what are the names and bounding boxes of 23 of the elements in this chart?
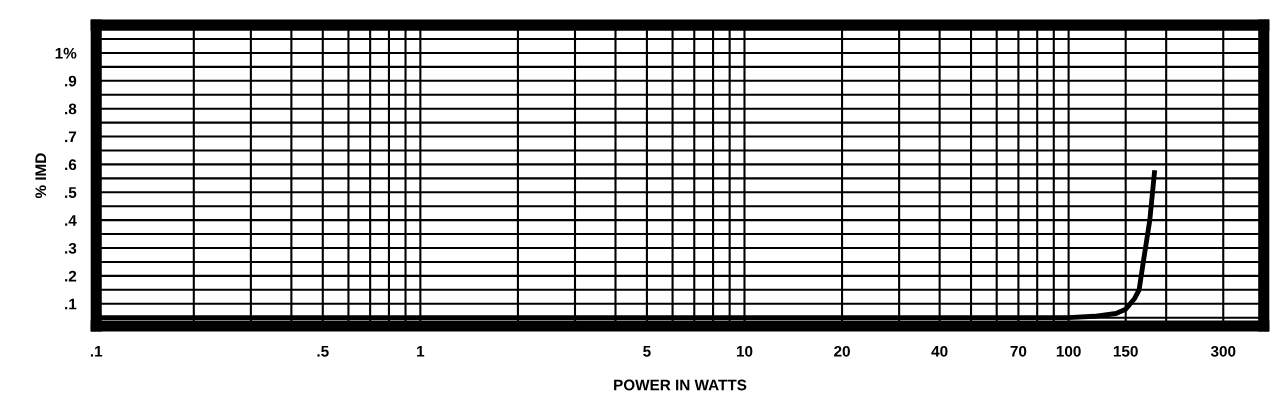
y-axis-title: % IMD (35, 153, 47, 199)
x-tick-label: 300 (1210, 345, 1236, 357)
y-tick-label: .8 (65, 103, 77, 115)
x-tick-label: 10 (736, 345, 753, 357)
y-tick-label: .3 (65, 242, 77, 254)
x-tick-label: 20 (834, 345, 850, 357)
y-tick-label: .2 (65, 270, 77, 282)
y-tick-label: .4 (65, 215, 77, 226)
x-tick-label: 150 (1113, 345, 1138, 357)
y-tick-label: .5 (65, 187, 77, 198)
x-tick-label: 100 (1056, 345, 1081, 357)
x-axis-title: POWER IN WATTS (614, 379, 747, 391)
y-tick-label: .6 (65, 159, 77, 171)
x-tick-label: 70 (1010, 345, 1027, 357)
y-tick-label: 1% (55, 47, 77, 59)
x-tick-label: .1 (90, 346, 103, 357)
x-tick-label: 1 (417, 346, 425, 357)
y-tick-label: .7 (65, 131, 77, 143)
x-tick-label: 40 (931, 345, 948, 357)
y-tick-label: .9 (65, 75, 77, 87)
y-tick-label: .1 (65, 298, 77, 310)
x-tick-label: .5 (317, 346, 329, 357)
x-tick-label: 5 (643, 346, 651, 357)
